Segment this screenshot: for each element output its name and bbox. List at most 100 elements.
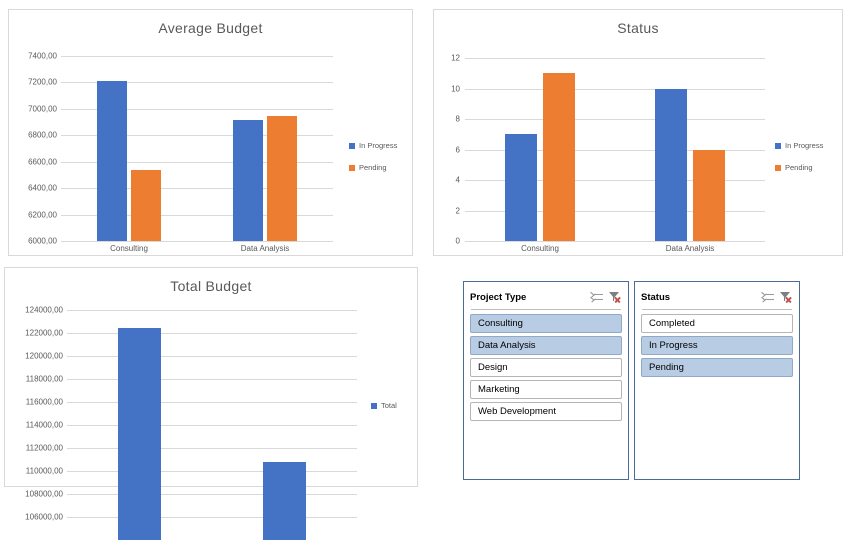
plot-area-status — [465, 58, 765, 242]
gridline — [67, 310, 357, 311]
y-axis-labels-status: 12 10 8 6 4 2 0 — [438, 54, 460, 246]
slicer-item[interactable]: Web Development — [470, 402, 622, 421]
y-tick-label: 7400,00 — [28, 51, 57, 61]
gridline — [465, 119, 765, 120]
legend-label: In Progress — [785, 141, 824, 150]
slicer-header: Status — [641, 286, 793, 308]
plot-area-average-budget — [61, 56, 333, 242]
slicer-item[interactable]: Completed — [641, 314, 793, 333]
slicer-item[interactable]: Marketing — [470, 380, 622, 399]
legend-swatch — [371, 402, 377, 409]
slicer-item[interactable]: Pending — [641, 358, 793, 377]
gridlines-status — [465, 58, 765, 242]
y-tick-label: 7200,00 — [28, 77, 57, 87]
y-tick-label: 6800,00 — [28, 130, 57, 140]
gridline — [67, 333, 357, 334]
y-tick-label: 6 — [455, 145, 460, 154]
x-axis-labels-status: Consulting Data Analysis — [465, 244, 765, 258]
bar-average-budget-pending-1[interactable] — [267, 116, 297, 241]
slicer-title: Status — [641, 291, 671, 303]
gridline — [61, 82, 333, 83]
chart-average-budget[interactable]: Average Budget 7400,00 7200,00 7000,00 6800… — [8, 9, 413, 256]
x-tick-label: Data Analysis — [665, 244, 715, 253]
slicer-item[interactable]: Data Analysis — [470, 336, 622, 355]
bar-average-budget-pending-0[interactable] — [131, 169, 161, 241]
y-tick-label: 124000,00 — [25, 305, 63, 315]
bar-total-budget-total-0[interactable] — [117, 328, 162, 540]
x-tick-label: Consulting — [110, 244, 148, 253]
y-tick-label: 12 — [451, 53, 460, 63]
gridlines-average-budget — [61, 56, 333, 242]
chart-title-average-budget: Average Budget — [158, 20, 263, 36]
legend-label: In Progress — [359, 141, 398, 150]
y-tick-label: 114000,00 — [25, 420, 63, 430]
y-tick-label: 10 — [451, 84, 460, 93]
slicer-item[interactable]: In Progress — [641, 336, 793, 355]
bar-total-budget-total-1[interactable] — [262, 461, 307, 540]
gridline — [465, 58, 765, 59]
y-tick-label: 112000,00 — [25, 443, 63, 453]
bar-status-pending-0[interactable] — [542, 73, 575, 241]
legend-item[interactable]: Pending — [349, 163, 397, 172]
slicer-separator — [471, 309, 621, 310]
slicer-item[interactable]: Consulting — [470, 314, 622, 333]
clear-filter-icon[interactable] — [778, 290, 793, 305]
chart-title-status: Status — [617, 20, 659, 36]
gridline — [465, 180, 765, 181]
legend-average-budget[interactable]: In Progress Pending — [349, 141, 397, 185]
gridline — [67, 402, 357, 403]
chart-total-budget[interactable]: Total Budget 124000,00 122000,00 120000,00… — [4, 267, 418, 540]
y-tick-label: 6200,00 — [28, 210, 57, 220]
slicer-status[interactable]: Status Completed In Progress Pending — [634, 281, 800, 480]
y-tick-label: 108000,00 — [25, 489, 63, 499]
legend-label: Pending — [785, 163, 813, 172]
plot-area-total-budget — [67, 310, 357, 540]
legend-swatch — [775, 164, 781, 171]
legend-item[interactable]: Total — [371, 401, 397, 410]
legend-item[interactable]: In Progress — [349, 141, 397, 150]
bars-average-budget — [61, 56, 333, 241]
slicer-project-type[interactable]: Project Type Consulting Data Analysis Desig… — [463, 281, 629, 480]
y-tick-label: 7000,00 — [28, 104, 57, 114]
gridline — [61, 162, 333, 163]
legend-status[interactable]: In Progress Pending — [775, 141, 823, 185]
y-tick-label: 118000,00 — [25, 374, 63, 384]
bar-average-budget-in-progress-1[interactable] — [233, 120, 263, 241]
gridline — [61, 109, 333, 110]
slicer-item-list: Completed In Progress Pending — [635, 314, 799, 377]
y-tick-label: 6400,00 — [28, 183, 57, 193]
clear-filter-icon[interactable] — [607, 290, 622, 305]
slicer-title: Project Type — [470, 291, 527, 303]
gridline — [61, 56, 333, 57]
y-tick-label: 6600,00 — [28, 157, 57, 167]
y-tick-label: 0 — [455, 236, 460, 246]
x-axis-labels-average-budget: Consulting Data Analysis — [61, 244, 333, 258]
slicer-header: Project Type — [470, 286, 622, 308]
legend-item[interactable]: In Progress — [775, 141, 823, 150]
x-tick-label: Consulting — [521, 244, 559, 253]
y-axis-labels-total-budget: 124000,00 122000,00 120000,00 118000,00 1160… — [7, 306, 63, 540]
y-tick-label: 120000,00 — [25, 351, 63, 361]
bar-average-budget-in-progress-0[interactable] — [97, 81, 127, 241]
legend-swatch — [349, 164, 355, 171]
y-tick-label: 106000,00 — [25, 512, 63, 522]
gridline — [465, 89, 765, 90]
bar-status-in-progress-0[interactable] — [505, 134, 538, 241]
y-tick-label: 122000,00 — [25, 328, 63, 338]
bars-total-budget — [67, 310, 357, 540]
gridline — [67, 471, 357, 472]
legend-total-budget[interactable]: Total — [371, 401, 397, 423]
multi-select-icon[interactable] — [760, 290, 775, 305]
gridline — [61, 241, 333, 242]
bar-status-pending-1[interactable] — [692, 149, 725, 241]
slicer-item-list: Consulting Data Analysis Design Marketing We… — [464, 314, 628, 421]
multi-select-icon[interactable] — [589, 290, 604, 305]
y-axis-labels-average-budget: 7400,00 7200,00 7000,00 6800,00 6600,00 6400,… — [13, 52, 57, 246]
legend-swatch — [775, 142, 781, 149]
y-tick-label: 116000,00 — [25, 397, 63, 407]
bars-status — [465, 58, 765, 241]
legend-item[interactable]: Pending — [775, 163, 823, 172]
chart-status[interactable]: Status 12 10 8 6 4 2 0 Consulting Data Analysis… — [433, 9, 843, 256]
bar-status-in-progress-1[interactable] — [655, 88, 688, 241]
slicer-item[interactable]: Design — [470, 358, 622, 377]
